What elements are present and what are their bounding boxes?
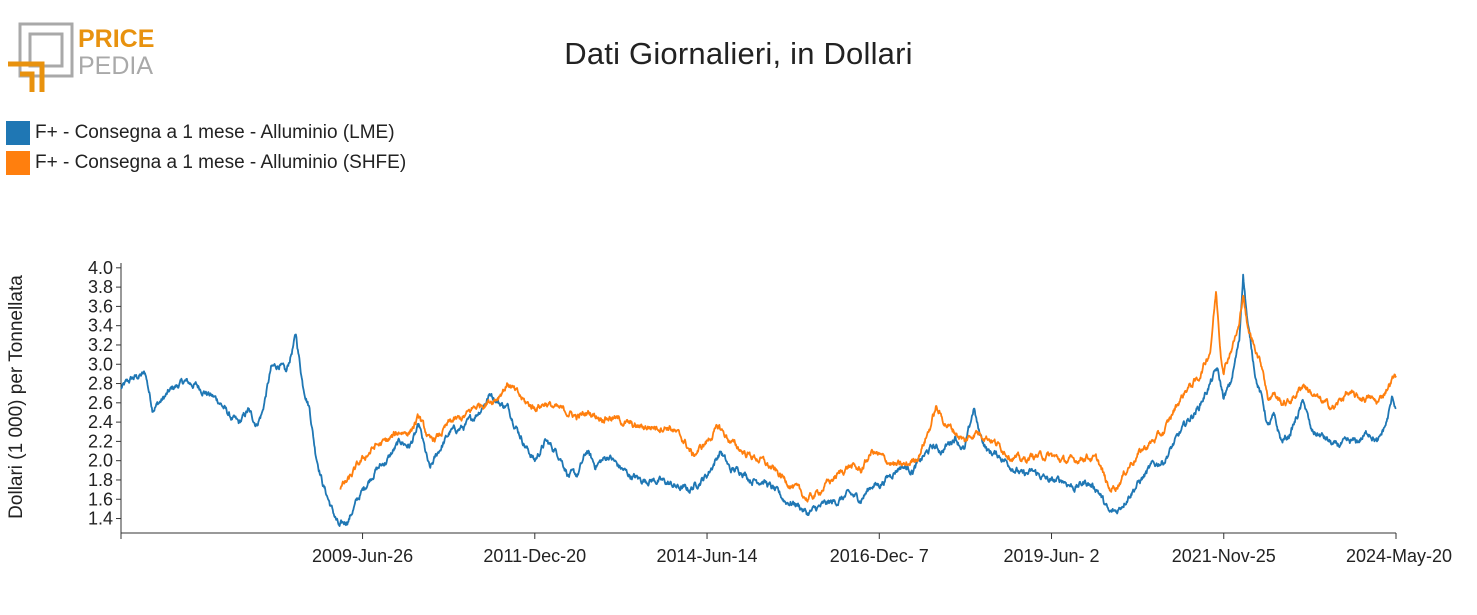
x-tick-label: 2014-Jun-14 bbox=[656, 546, 757, 566]
y-tick-label: 1.8 bbox=[88, 470, 113, 490]
logo-text-price: PRICE bbox=[78, 25, 154, 53]
series-line-shfe bbox=[339, 291, 1397, 503]
y-tick-label: 3.4 bbox=[88, 316, 113, 336]
y-tick-label: 4.0 bbox=[88, 258, 113, 278]
y-tick-label: 3.0 bbox=[88, 354, 113, 374]
y-tick-label: 2.0 bbox=[88, 451, 113, 471]
x-tick-label: 2016-Dec- 7 bbox=[830, 546, 929, 566]
x-tick-label: 2021-Nov-25 bbox=[1172, 546, 1276, 566]
x-tick-label: 2019-Jun- 2 bbox=[1003, 546, 1099, 566]
y-tick-label: 1.6 bbox=[88, 489, 113, 509]
logo-text-pedia: PEDIA bbox=[78, 52, 153, 80]
chart-title: Dati Giornalieri, in Dollari bbox=[564, 36, 913, 71]
y-tick-label: 2.2 bbox=[88, 431, 113, 451]
y-axis-label: Dollari (1 000) per Tonnellata bbox=[6, 275, 27, 519]
legend-item-shfe[interactable]: F+ - Consegna a 1 mese - Alluminio (SHFE… bbox=[6, 148, 406, 178]
y-tick-label: 2.6 bbox=[88, 393, 113, 413]
y-tick-label: 2.4 bbox=[88, 412, 113, 432]
y-tick-label: 3.6 bbox=[88, 296, 113, 316]
series-line-lme bbox=[120, 273, 1397, 527]
x-tick-label: 2009-Jun-26 bbox=[312, 546, 413, 566]
series-group bbox=[120, 273, 1397, 527]
chart-legend: F+ - Consegna a 1 mese - Alluminio (LME)… bbox=[6, 118, 406, 178]
legend-swatch-lme bbox=[6, 121, 30, 145]
y-tick-label: 3.2 bbox=[88, 335, 113, 355]
x-axis: 2009-Jun-26 2011-Dec-20 2014-Jun-14 2016-De… bbox=[120, 532, 1452, 566]
legend-swatch-shfe bbox=[6, 151, 30, 175]
y-tick-label: 2.8 bbox=[88, 374, 113, 394]
y-tick-label: 3.8 bbox=[88, 277, 113, 297]
legend-label-lme: F+ - Consegna a 1 mese - Alluminio (LME) bbox=[35, 122, 395, 143]
x-tick-label: 2024-May-20 bbox=[1346, 546, 1452, 566]
x-tick-label: 2011-Dec-20 bbox=[483, 546, 586, 566]
legend-item-lme[interactable]: F+ - Consegna a 1 mese - Alluminio (LME) bbox=[6, 118, 406, 148]
pricepedia-logo: PRICE PEDIA bbox=[8, 22, 154, 92]
y-axis: 1.41.61.82.02.22.42.62.83.03.23.43.63.84… bbox=[88, 258, 122, 533]
y-tick-label: 1.4 bbox=[88, 509, 113, 529]
legend-label-shfe: F+ - Consegna a 1 mese - Alluminio (SHFE… bbox=[35, 152, 407, 173]
